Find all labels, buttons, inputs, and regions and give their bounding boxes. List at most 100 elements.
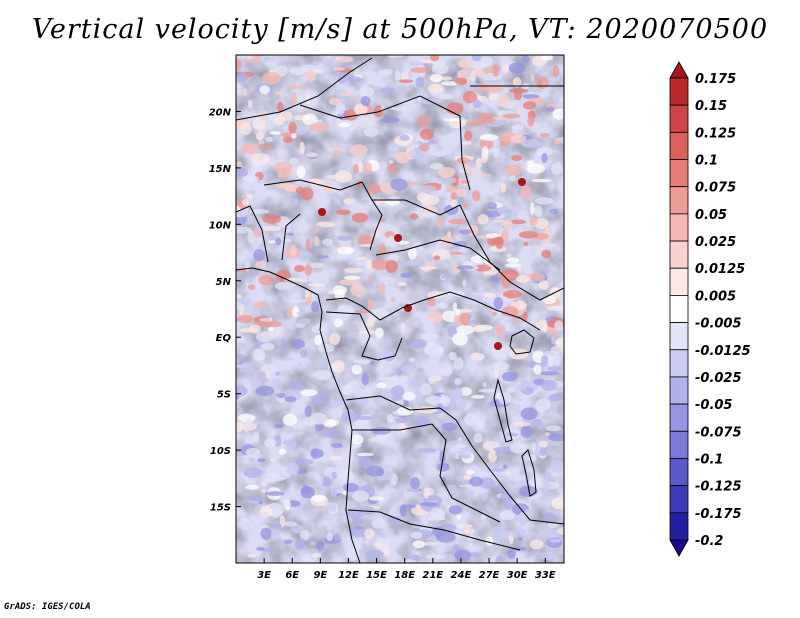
- field-patch: [343, 197, 356, 205]
- field-patch: [296, 469, 308, 475]
- field-patch: [282, 136, 293, 143]
- field-patch: [437, 462, 450, 472]
- field-patch: [380, 116, 400, 124]
- field-patch: [359, 243, 374, 247]
- border-line: [299, 95, 471, 191]
- field-patch: [474, 69, 485, 77]
- field-patch: [540, 371, 560, 376]
- field-patch: [484, 84, 504, 93]
- field-patch: [236, 385, 248, 397]
- field-patch: [309, 122, 328, 132]
- colorbar-label: 0.125: [695, 126, 736, 141]
- field-patch: [412, 540, 426, 549]
- field-patch: [289, 67, 305, 76]
- field-patch: [535, 197, 554, 205]
- field-patch: [304, 69, 317, 83]
- field-patch: [484, 292, 496, 298]
- field-patch: [288, 121, 297, 134]
- field-patch: [440, 81, 460, 86]
- field-patch: [466, 489, 475, 497]
- border-line: [325, 291, 541, 331]
- field-patch: [443, 118, 462, 122]
- field-patch: [330, 400, 343, 408]
- field-patch: [478, 95, 488, 103]
- field-patch: [463, 203, 469, 208]
- field-patch: [250, 377, 262, 390]
- field-patch: [419, 502, 438, 507]
- strong-ascent-cell: [494, 342, 502, 350]
- field-patch: [439, 93, 454, 100]
- field-patch: [236, 421, 243, 433]
- field-patch: [491, 468, 505, 472]
- field-patch: [239, 361, 256, 374]
- field-patch: [441, 274, 453, 279]
- field-patch: [522, 101, 537, 110]
- field-patch: [521, 139, 542, 148]
- field-patch: [411, 420, 427, 425]
- field-patch: [400, 364, 417, 373]
- field-patch: [513, 547, 527, 551]
- field-patch: [553, 140, 562, 145]
- field-patch: [329, 455, 344, 461]
- field-patch: [358, 86, 375, 97]
- field-patch: [337, 304, 354, 316]
- field-patch: [541, 379, 557, 391]
- field-patch: [292, 306, 300, 318]
- field-patch: [529, 539, 544, 550]
- field-patch: [346, 75, 362, 83]
- field-patch: [505, 471, 512, 476]
- field-patch: [390, 385, 405, 397]
- colorbar-bin: [669, 104, 689, 133]
- field-patch: [536, 76, 549, 89]
- field-patch: [361, 372, 369, 386]
- field-patch: [526, 163, 546, 174]
- field-patch: [463, 528, 475, 535]
- field-patch: [483, 211, 502, 218]
- field-patch: [314, 422, 324, 431]
- latitude-axis: 20N 15N 10N 5N EQ 5S 10S 15S: [209, 107, 241, 514]
- field-patch: [539, 551, 559, 561]
- field-patch: [420, 383, 432, 396]
- field-patch: [520, 407, 538, 421]
- field-patch: [284, 424, 294, 435]
- field-patch: [475, 157, 482, 169]
- field-patch: [286, 232, 294, 236]
- field-patch: [420, 333, 440, 340]
- field-patch: [276, 392, 286, 399]
- colorbar-bin: [669, 349, 689, 378]
- field-patch: [347, 507, 364, 519]
- field-patch: [502, 63, 509, 74]
- field-patch: [515, 275, 530, 283]
- field-patch: [310, 541, 317, 546]
- field-patch: [439, 367, 453, 377]
- field-patch: [495, 324, 506, 336]
- field-patch: [237, 294, 242, 299]
- field-patch: [344, 109, 358, 121]
- field-patch: [344, 267, 363, 273]
- lat-tick-label: 10N: [209, 220, 232, 231]
- field-patch: [512, 124, 524, 131]
- field-patch: [446, 186, 458, 193]
- colorbar-bin: [669, 267, 689, 296]
- field-patch: [280, 338, 286, 351]
- field-patch: [433, 255, 441, 261]
- field-patch: [252, 432, 260, 443]
- field-patch: [464, 413, 478, 426]
- field-patch: [251, 153, 270, 166]
- field-patch: [254, 116, 260, 127]
- field-patch: [328, 97, 341, 106]
- field-patch: [286, 462, 300, 476]
- field-patch: [437, 166, 456, 178]
- field-patch: [259, 85, 270, 95]
- field-patch: [394, 417, 410, 423]
- field-patch: [548, 538, 562, 543]
- field-patch: [470, 319, 479, 325]
- field-patch: [308, 262, 324, 269]
- field-patch: [274, 91, 284, 96]
- field-patch: [387, 164, 397, 174]
- field-patch: [360, 96, 371, 107]
- field-patch: [526, 272, 545, 282]
- field-patch: [500, 183, 507, 193]
- colorbar-label: -0.005: [695, 317, 742, 332]
- field-patch: [531, 441, 536, 453]
